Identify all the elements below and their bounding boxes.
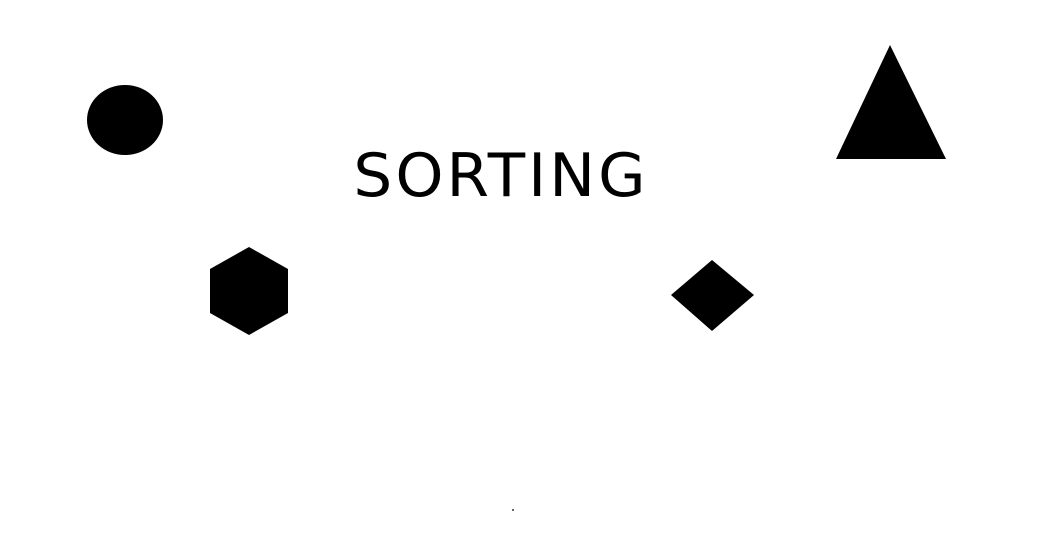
small-dot <box>512 509 514 511</box>
hexagon-icon <box>210 247 288 335</box>
page-title: SORTING <box>353 141 649 211</box>
diamond-icon <box>671 260 754 331</box>
circle-icon <box>87 85 163 155</box>
triangle-icon <box>836 45 946 159</box>
